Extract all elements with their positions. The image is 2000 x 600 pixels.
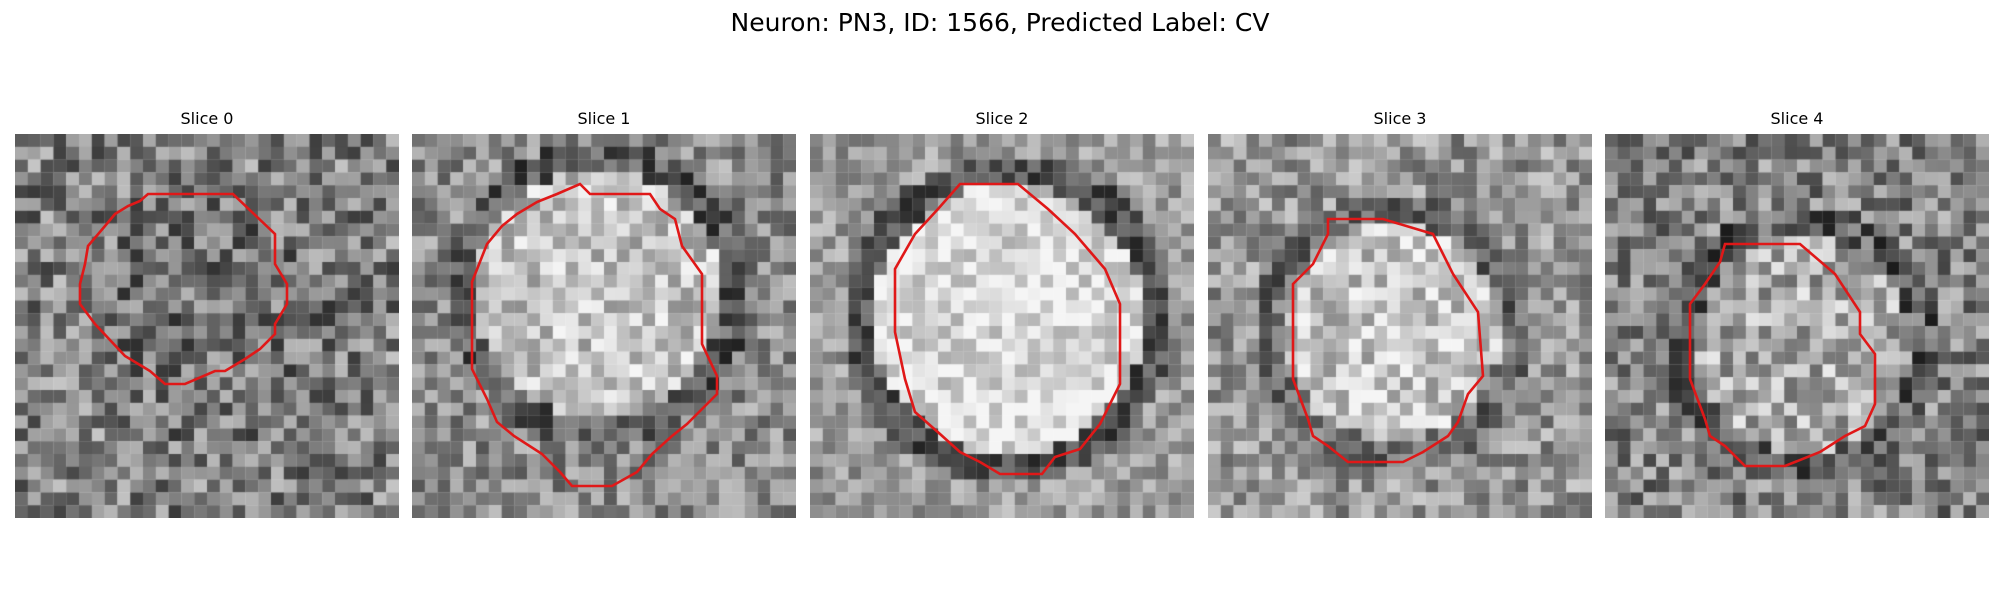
slice-contour-svg-0 [78,192,289,386]
slice-contour-svg-4 [1688,242,1877,468]
figure-title: Neuron: PN3, ID: 1566, Predicted Label: … [730,8,1270,37]
segmentation-contour-2 [893,182,1122,476]
slice-panel-3: Slice 3 [1208,106,1592,526]
slice-title-0: Slice 0 [180,109,234,128]
slice-contour-svg-2 [893,182,1122,476]
segmentation-contour-4 [1688,242,1877,468]
segmentation-contour-3 [1291,217,1485,464]
slice-contour-svg-1 [470,182,719,488]
slice-image-4 [1605,134,1989,518]
slice-panel-1: Slice 1 [412,106,796,526]
slice-image-3 [1208,134,1592,518]
slice-image-0 [15,134,399,518]
slice-image-1 [412,134,796,518]
segmentation-contour-0 [78,192,289,386]
slice-image-2 [810,134,1194,518]
slice-panel-4: Slice 4 [1605,106,1989,526]
slice-title-4: Slice 4 [1770,109,1824,128]
slice-title-3: Slice 3 [1373,109,1427,128]
segmentation-contour-1 [470,182,719,488]
slice-panel-0: Slice 0 [15,106,399,526]
slice-title-1: Slice 1 [577,109,631,128]
slice-panel-2: Slice 2 [810,106,1194,526]
slice-contour-svg-3 [1291,217,1485,464]
slice-title-2: Slice 2 [975,109,1029,128]
